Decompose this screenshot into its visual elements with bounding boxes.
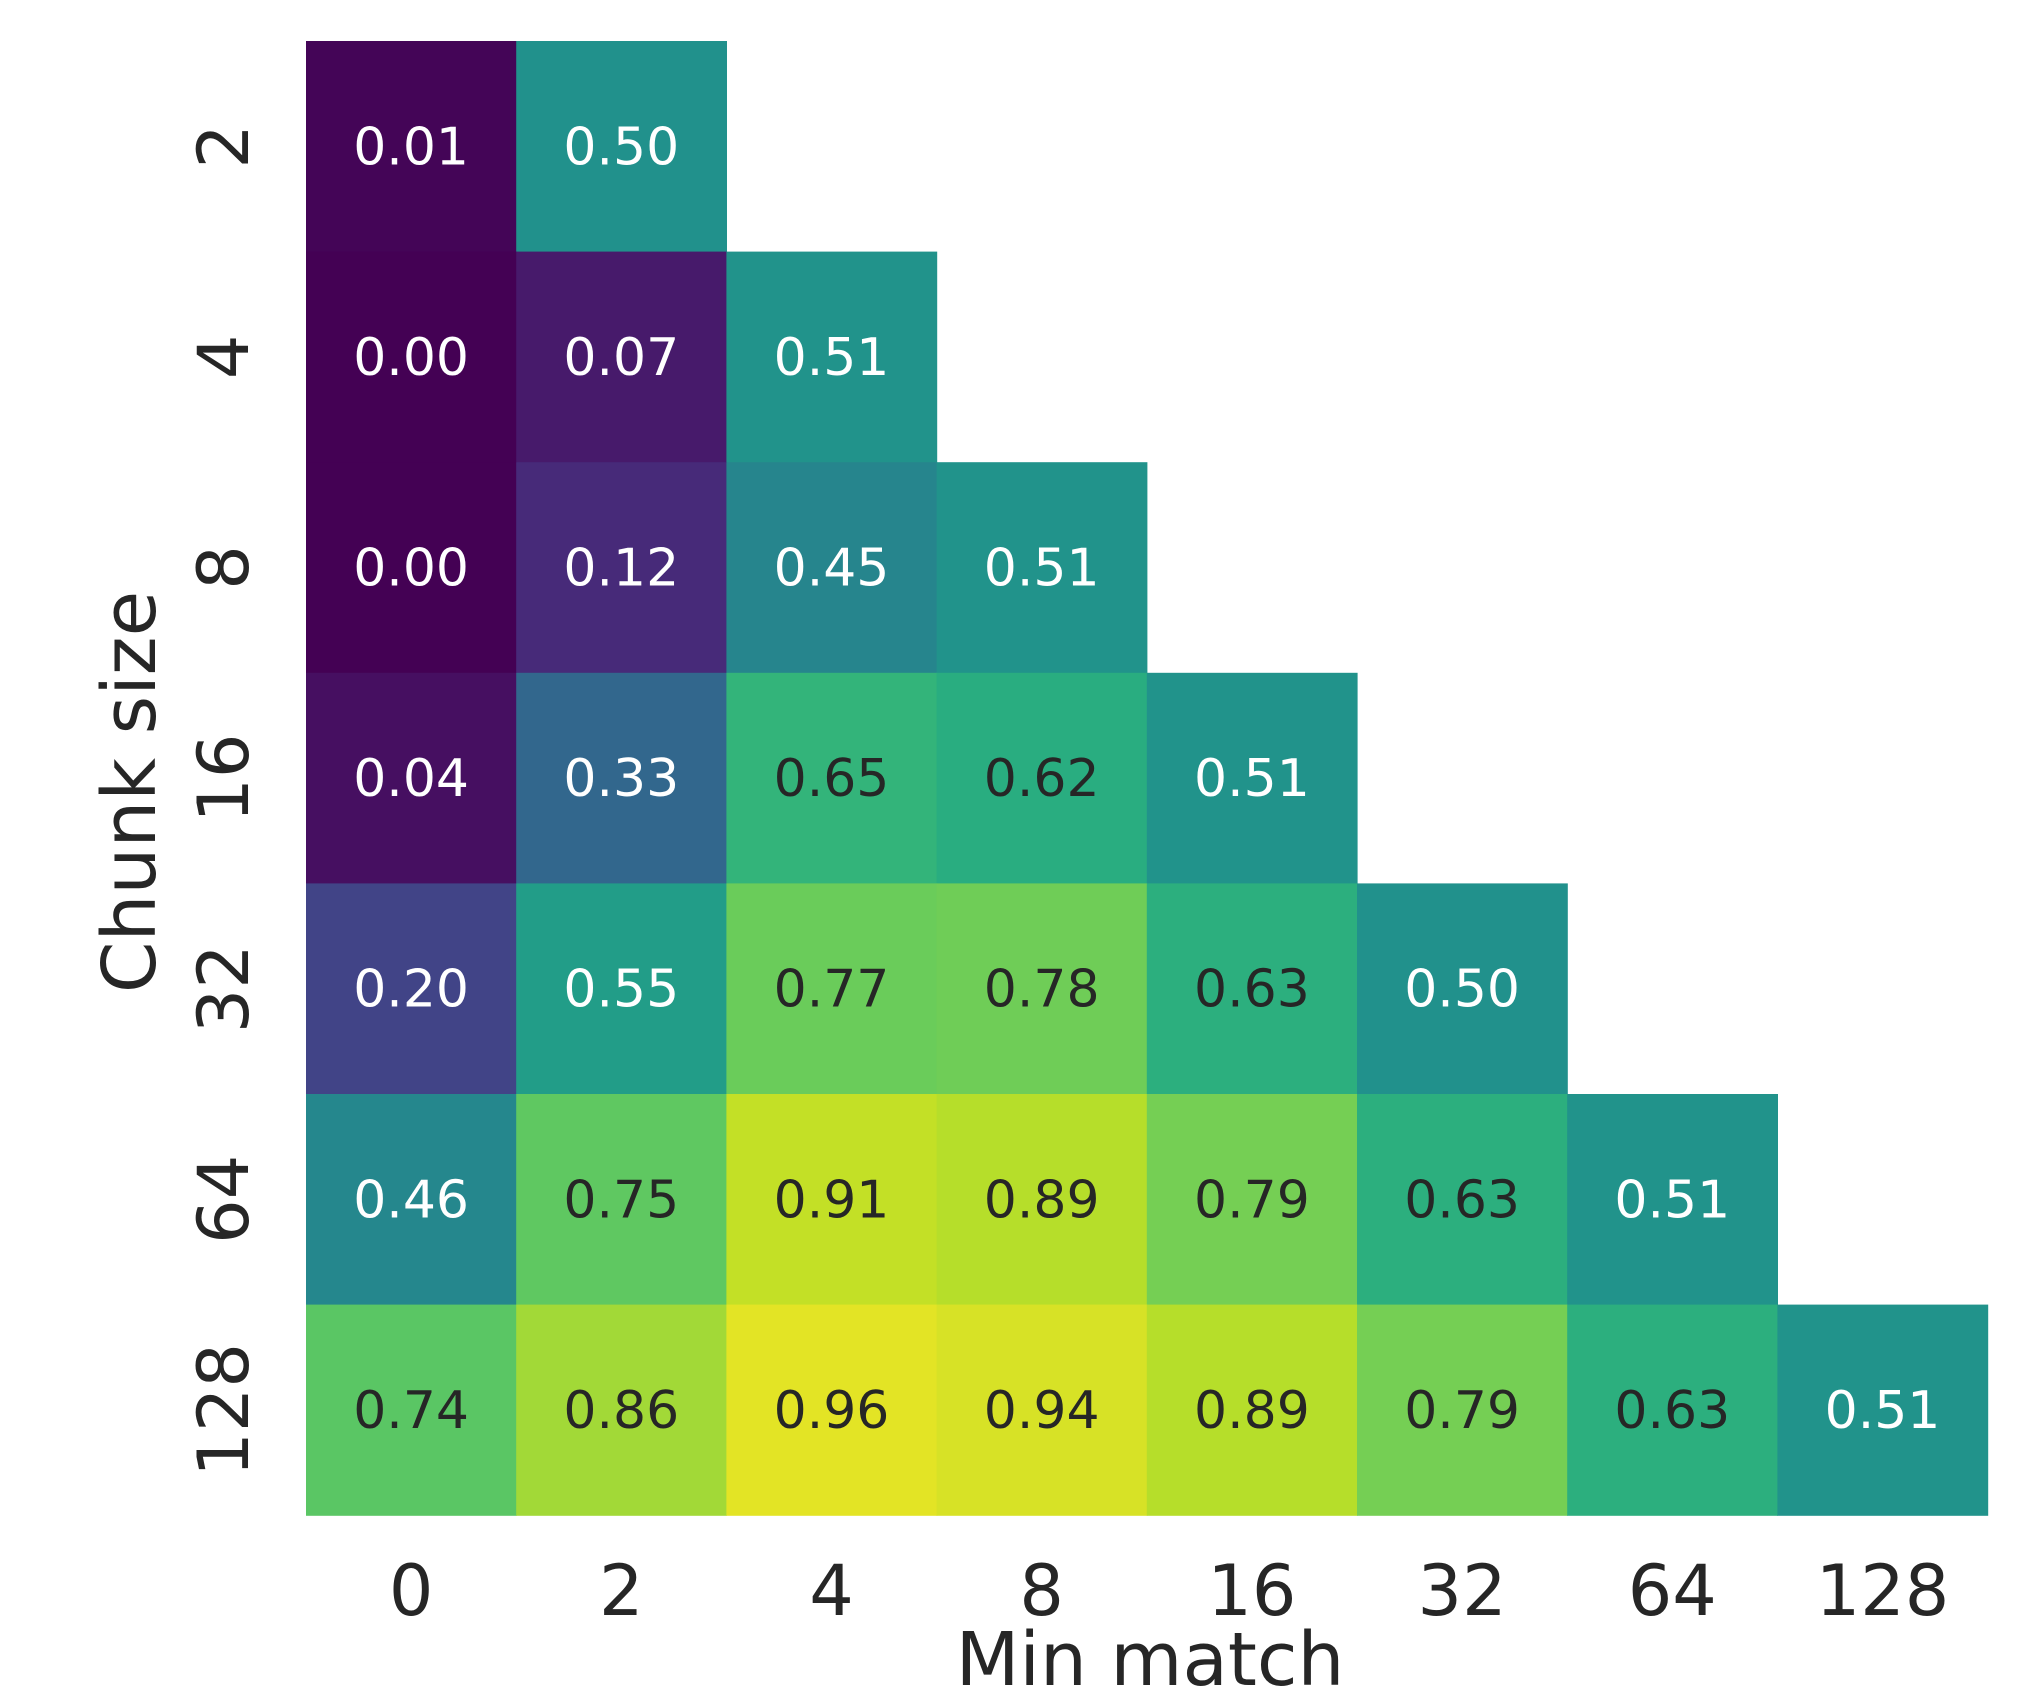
cell-value-label: 0.33 [563, 749, 679, 809]
y-tick-labels: 2 4 8 16 32 64 128 [183, 124, 265, 1477]
y-tick-label: 64 [183, 1155, 265, 1244]
heatmap-cell [306, 1304, 517, 1516]
heatmap-cell [1146, 1304, 1358, 1516]
heatmap-cell [306, 41, 517, 253]
heatmap-cell [936, 672, 1148, 884]
x-tick-label: 32 [1418, 1550, 1507, 1632]
cell-value-label: 0.79 [1194, 1170, 1310, 1230]
y-tick-label: 128 [183, 1343, 265, 1477]
heatmap-cell [726, 251, 938, 463]
cell-value-label: 0.04 [353, 749, 469, 809]
cell-value-label: 0.74 [353, 1381, 469, 1441]
cell-value-label: 0.00 [353, 539, 469, 599]
heatmap-cell [516, 462, 727, 674]
heatmap-cell [1357, 1304, 1568, 1516]
cell-value-label: 0.79 [1404, 1381, 1520, 1441]
x-axis-label: Min match [956, 1617, 1345, 1700]
cell-value-label: 0.12 [563, 539, 679, 599]
heatmap-cell [936, 462, 1148, 674]
cell-value-label: 0.94 [984, 1381, 1100, 1441]
x-tick-label: 0 [389, 1550, 434, 1632]
cell-value-label: 0.89 [984, 1170, 1100, 1230]
heatmap-cell [1146, 883, 1358, 1095]
x-tick-label: 4 [809, 1550, 854, 1632]
cell-value-label: 0.91 [774, 1170, 890, 1230]
y-tick-label: 8 [183, 545, 265, 590]
cell-value-label: 0.46 [353, 1170, 469, 1230]
cell-value-label: 0.20 [353, 960, 469, 1020]
cell-value-label: 0.50 [1404, 960, 1520, 1020]
heatmap-cell [1146, 1094, 1358, 1306]
heatmap-cell [516, 1304, 727, 1516]
y-tick-label: 16 [183, 734, 265, 823]
heatmap-cell [516, 672, 727, 884]
y-axis-label: Chunk size [87, 591, 173, 993]
cell-value-label: 0.51 [984, 539, 1100, 599]
heatmap-cell [1357, 1094, 1568, 1306]
heatmap-cell [306, 672, 517, 884]
heatmap-cell [726, 1094, 938, 1306]
heatmap-cell [1567, 1094, 1778, 1306]
cell-value-label: 0.00 [353, 328, 469, 388]
heatmap-cell [1777, 1304, 1989, 1516]
x-tick-label: 8 [1019, 1550, 1064, 1632]
heatmap-cell [936, 883, 1148, 1095]
cell-value-label: 0.77 [774, 960, 890, 1020]
cell-value-label: 0.96 [774, 1381, 890, 1441]
cell-value-label: 0.65 [774, 749, 890, 809]
cell-value-label: 0.07 [563, 328, 679, 388]
heatmap-cell [306, 883, 517, 1095]
y-tick-label: 32 [183, 944, 265, 1033]
cell-value-label: 0.62 [984, 749, 1100, 809]
heatmap-cell [936, 1094, 1148, 1306]
heatmap-cell [516, 251, 727, 463]
heatmap-cell [306, 1094, 517, 1306]
y-tick-label: 4 [183, 335, 265, 380]
x-tick-labels: 0 2 4 8 16 32 64 128 [389, 1550, 1949, 1632]
cell-value-label: 0.86 [563, 1381, 679, 1441]
cell-value-label: 0.55 [563, 960, 679, 1020]
cell-value-label: 0.63 [1614, 1381, 1730, 1441]
cell-value-label: 0.51 [774, 328, 890, 388]
cell-value-label: 0.89 [1194, 1381, 1310, 1441]
heatmap-cell [726, 672, 938, 884]
heatmap-cells [306, 41, 1989, 1516]
heatmap-cell [1567, 1304, 1778, 1516]
heatmap-cell [726, 1304, 938, 1516]
heatmap-cell-labels: 0.01 0.50 0.00 0.07 0.51 0.00 0.12 0.45 0.51 0.04… [353, 117, 1940, 1441]
cell-value-label: 0.75 [563, 1170, 679, 1230]
cell-value-label: 0.01 [353, 117, 469, 177]
heatmap-cell [306, 462, 517, 674]
y-tick-label: 2 [183, 124, 265, 169]
heatmap-cell [516, 883, 727, 1095]
x-tick-label: 2 [599, 1550, 644, 1632]
heatmap-cell [306, 251, 517, 463]
heatmap-cell [516, 1094, 727, 1306]
cell-value-label: 0.45 [774, 539, 890, 599]
cell-value-label: 0.78 [984, 960, 1100, 1020]
x-tick-label: 16 [1207, 1550, 1296, 1632]
cell-value-label: 0.50 [563, 117, 679, 177]
cell-value-label: 0.51 [1194, 749, 1310, 809]
x-tick-label: 64 [1628, 1550, 1717, 1632]
heatmap-cell [1146, 672, 1358, 884]
heatmap-cell [1357, 883, 1568, 1095]
x-tick-label: 128 [1816, 1550, 1950, 1632]
heatmap-cell [726, 883, 938, 1095]
heatmap-cell [516, 41, 727, 253]
cell-value-label: 0.63 [1404, 1170, 1520, 1230]
heatmap-cell [726, 462, 938, 674]
heatmap-cell [936, 1304, 1148, 1516]
cell-value-label: 0.51 [1614, 1170, 1730, 1230]
cell-value-label: 0.63 [1194, 960, 1310, 1020]
cell-value-label: 0.51 [1825, 1381, 1941, 1441]
